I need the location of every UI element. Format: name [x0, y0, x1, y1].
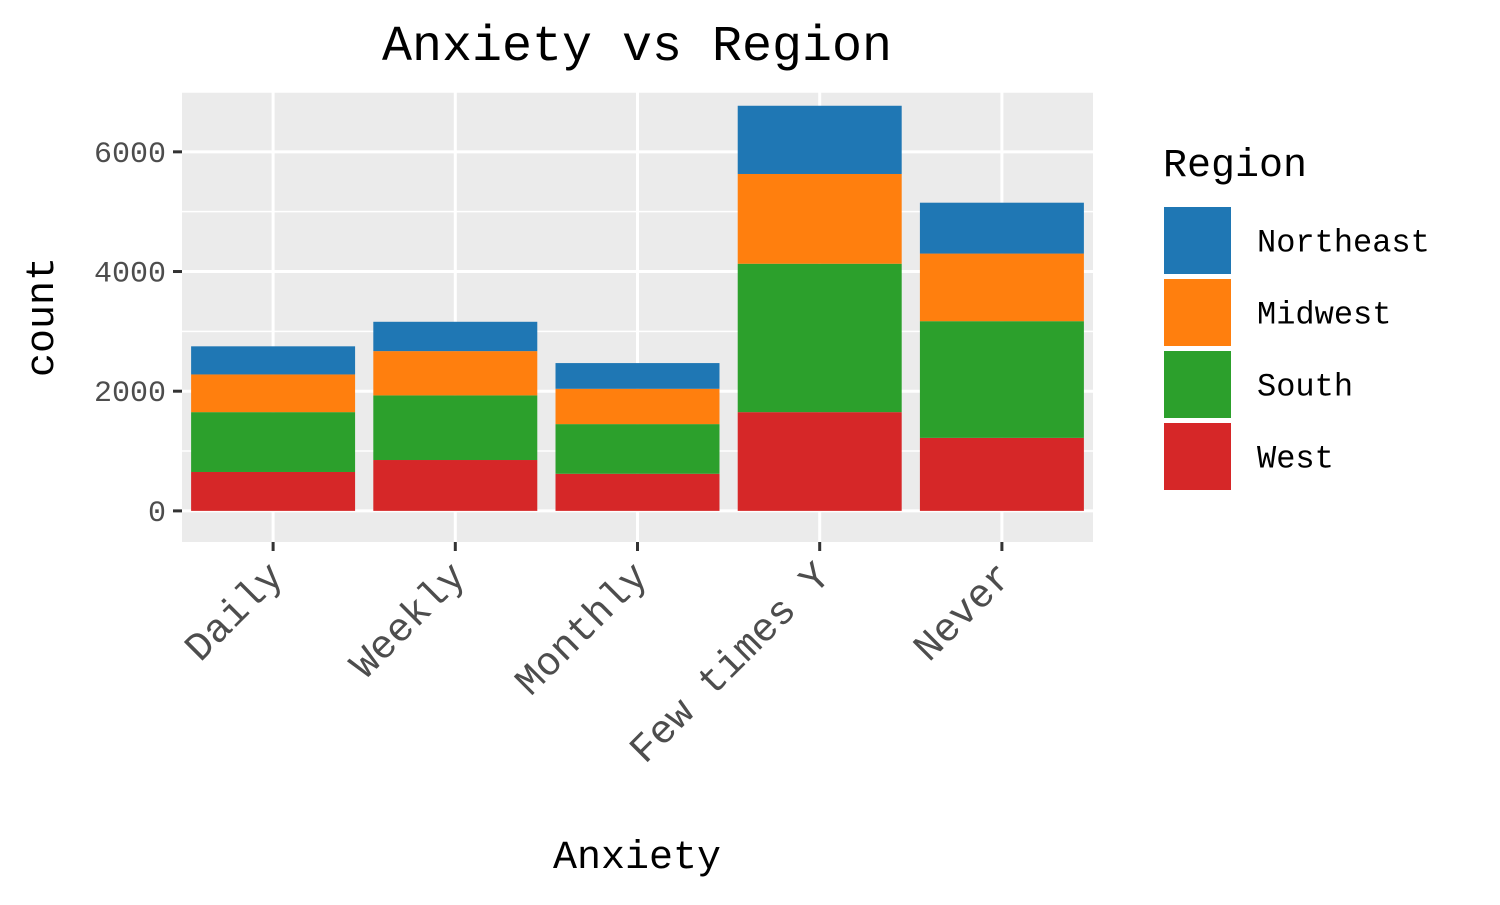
chart-title: Anxiety vs Region: [382, 19, 892, 76]
legend-key: [1162, 421, 1233, 492]
bar-segment: [919, 321, 1084, 438]
legend-label: West: [1257, 441, 1334, 478]
y-tick-label: 2000: [94, 377, 166, 411]
legend-key: [1162, 349, 1233, 420]
bar-segment: [919, 437, 1084, 511]
bar-segment: [555, 473, 720, 511]
x-tick-label: Daily: [178, 555, 295, 672]
bar-segment: [373, 321, 538, 352]
legend-title: Region: [1163, 144, 1307, 189]
legend-label: South: [1257, 369, 1353, 406]
x-tick-label: Monthly: [508, 555, 659, 706]
bar-segment: [919, 202, 1084, 254]
bar-segment: [373, 395, 538, 461]
bar-segment: [555, 388, 720, 425]
legend-label: Northeast: [1257, 225, 1430, 262]
bar-segment: [191, 374, 356, 413]
x-tick-label: Weekly: [343, 555, 477, 689]
legend-key: [1162, 277, 1233, 348]
bar-segment: [555, 424, 720, 474]
legend-key: [1162, 205, 1233, 276]
x-axis-title: Anxiety: [553, 836, 721, 881]
bar-segment: [555, 363, 720, 389]
legend-label: Midwest: [1257, 297, 1391, 334]
y-tick-label: 6000: [94, 138, 166, 172]
bar-segment: [919, 253, 1084, 322]
y-tick-label: 4000: [94, 258, 166, 292]
bar-segment: [191, 471, 356, 511]
bar-segment: [737, 263, 902, 413]
legend: Region Northeast Midwest South West: [1162, 144, 1430, 492]
bar-segment: [191, 412, 356, 472]
bar-segment: [191, 346, 356, 375]
bar-segment: [737, 173, 902, 264]
y-axis-title: count: [21, 257, 66, 377]
bar-segment: [373, 460, 538, 511]
bar-segment: [737, 105, 902, 174]
y-tick-label: 0: [148, 497, 166, 531]
bar-segment: [373, 351, 538, 396]
bar-segment: [737, 412, 902, 511]
x-tick-label: Never: [906, 555, 1023, 672]
